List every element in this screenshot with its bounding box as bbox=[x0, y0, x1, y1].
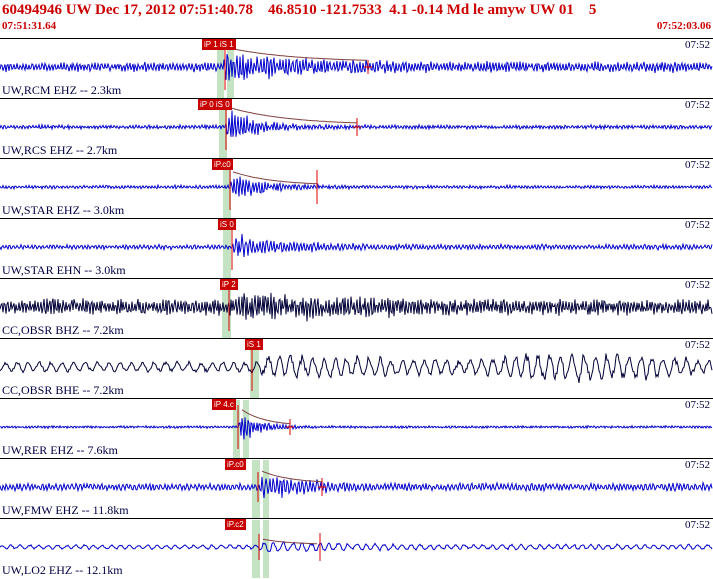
window-start-time: 07:51:31.64 bbox=[2, 20, 57, 32]
station-label: UW,RER EHZ -- 7.6km bbox=[2, 443, 118, 457]
station-label: UW,RCM EHZ -- 2.3km bbox=[2, 83, 122, 97]
panel-time-label: 07:52 bbox=[684, 519, 710, 531]
panel-time-label: 07:52 bbox=[684, 279, 710, 291]
coda-decay-curve bbox=[232, 171, 318, 185]
phase-pick-label[interactable]: iP 4.c bbox=[212, 399, 236, 410]
trace-panels: UW,RCM EHZ -- 2.3km 07:52 iP 1 iS 1 UW,R… bbox=[0, 38, 713, 578]
coda-decay-curve bbox=[261, 470, 323, 483]
pick-window-band bbox=[263, 520, 269, 578]
phase-pick-label[interactable]: iS 0 bbox=[218, 219, 236, 230]
phase-pick-label[interactable]: iP.c0 bbox=[212, 159, 233, 170]
seismogram-polyline bbox=[0, 110, 713, 137]
phase-pick-label[interactable]: iP.c0 bbox=[225, 459, 246, 470]
trace-panel[interactable]: UW,LO2 EHZ -- 12.1km 07:52 iP.c2 bbox=[0, 518, 713, 578]
station-label: CC,OBSR BHZ -- 7.2km bbox=[2, 323, 124, 337]
station-label: UW,FMW EHZ -- 11.8km bbox=[2, 503, 129, 517]
waveform-trace[interactable] bbox=[0, 339, 713, 399]
pick-window-band bbox=[219, 100, 227, 158]
trace-panel[interactable]: UW,RCM EHZ -- 2.3km 07:52 iP 1 iS 1 bbox=[0, 38, 713, 98]
waveform-trace[interactable] bbox=[0, 159, 713, 219]
trace-panel[interactable]: UW,STAR EHN -- 3.0km 07:52 iS 0 bbox=[0, 218, 713, 278]
waveform-trace[interactable] bbox=[0, 219, 713, 279]
station-label: UW,RCS EHZ -- 2.7km bbox=[2, 143, 118, 157]
time-window-row: 07:51:31.64 07:52:03.06 bbox=[0, 20, 713, 32]
trace-panel[interactable]: UW,RER EHZ -- 7.6km 07:52 iP 4.c bbox=[0, 398, 713, 458]
pick-error-marker[interactable] bbox=[364, 60, 372, 74]
pick-error-marker[interactable] bbox=[286, 419, 294, 435]
panel-time-label: 07:52 bbox=[684, 459, 710, 471]
panel-time-label: 07:52 bbox=[684, 219, 710, 231]
pick-window-band bbox=[252, 460, 260, 518]
window-end-time: 07:52:03.06 bbox=[656, 20, 711, 32]
pick-window-band bbox=[223, 160, 231, 218]
station-label: CC,OBSR BHE -- 7.2km bbox=[2, 383, 124, 397]
coda-decay-curve bbox=[226, 47, 368, 61]
waveform-trace[interactable] bbox=[0, 99, 713, 159]
seismogram-polyline bbox=[0, 176, 713, 197]
waveform-trace[interactable] bbox=[0, 519, 713, 579]
pick-window-band bbox=[227, 40, 234, 98]
panel-time-label: 07:52 bbox=[684, 159, 710, 171]
waveform-trace[interactable] bbox=[0, 459, 713, 519]
pick-window-band bbox=[263, 460, 269, 518]
seismogram-polyline bbox=[0, 233, 713, 257]
pick-window-band bbox=[252, 520, 260, 578]
trace-panel[interactable]: UW,FMW EHZ -- 11.8km 07:52 iP.c0 bbox=[0, 458, 713, 518]
phase-pick-label[interactable]: iP.c2 bbox=[225, 519, 246, 530]
panel-time-label: 07:52 bbox=[684, 99, 710, 111]
event-header: 60494946 UW Dec 17, 2012 07:51:40.78 46.… bbox=[0, 0, 713, 38]
trace-panel[interactable]: CC,OBSR BHE -- 7.2km 07:52 iS 1 bbox=[0, 338, 713, 398]
coda-decay-curve bbox=[262, 538, 317, 545]
station-label: UW,STAR EHN -- 3.0km bbox=[2, 263, 126, 277]
seismogram-polyline bbox=[0, 54, 713, 81]
waveform-trace[interactable] bbox=[0, 279, 713, 339]
seismogram-polyline bbox=[0, 540, 713, 553]
trace-panel[interactable]: UW,STAR EHZ -- 3.0km 07:52 iP.c0 bbox=[0, 158, 713, 218]
pick-error-marker[interactable] bbox=[318, 478, 326, 496]
seismogram-polyline bbox=[0, 292, 713, 322]
pick-window-band bbox=[233, 400, 240, 458]
pick-error-marker[interactable] bbox=[353, 118, 361, 136]
station-label: UW,STAR EHZ -- 3.0km bbox=[2, 203, 125, 217]
panel-time-label: 07:52 bbox=[684, 399, 710, 411]
phase-pick-label[interactable]: iP 0 iS 0 bbox=[198, 99, 232, 110]
waveform-trace[interactable] bbox=[0, 39, 713, 99]
phase-pick-label[interactable]: iP 1 iS 1 bbox=[202, 39, 236, 50]
pick-window-band bbox=[250, 340, 259, 398]
event-title: 60494946 UW Dec 17, 2012 07:51:40.78 46.… bbox=[2, 2, 597, 18]
coda-decay-curve bbox=[228, 106, 358, 124]
phase-pick-label[interactable]: iS 1 bbox=[245, 339, 263, 350]
seismogram-polyline bbox=[0, 476, 713, 499]
seismogram-polyline bbox=[0, 352, 713, 383]
trace-panel[interactable]: UW,RCS EHZ -- 2.7km 07:52 iP 0 iS 0 bbox=[0, 98, 713, 158]
waveform-trace[interactable] bbox=[0, 399, 713, 459]
trace-panel[interactable]: CC,OBSR BHZ -- 7.2km 07:52 iP 2 bbox=[0, 278, 713, 338]
panel-time-label: 07:52 bbox=[684, 39, 710, 51]
station-label: UW,LO2 EHZ -- 12.1km bbox=[2, 563, 123, 577]
phase-pick-label[interactable]: iP 2 bbox=[220, 279, 238, 290]
pick-window-band bbox=[217, 40, 224, 98]
coda-decay-curve bbox=[241, 409, 291, 425]
panel-time-label: 07:52 bbox=[684, 339, 710, 351]
seismogram-polyline bbox=[0, 417, 713, 440]
pick-window-band bbox=[223, 220, 231, 278]
